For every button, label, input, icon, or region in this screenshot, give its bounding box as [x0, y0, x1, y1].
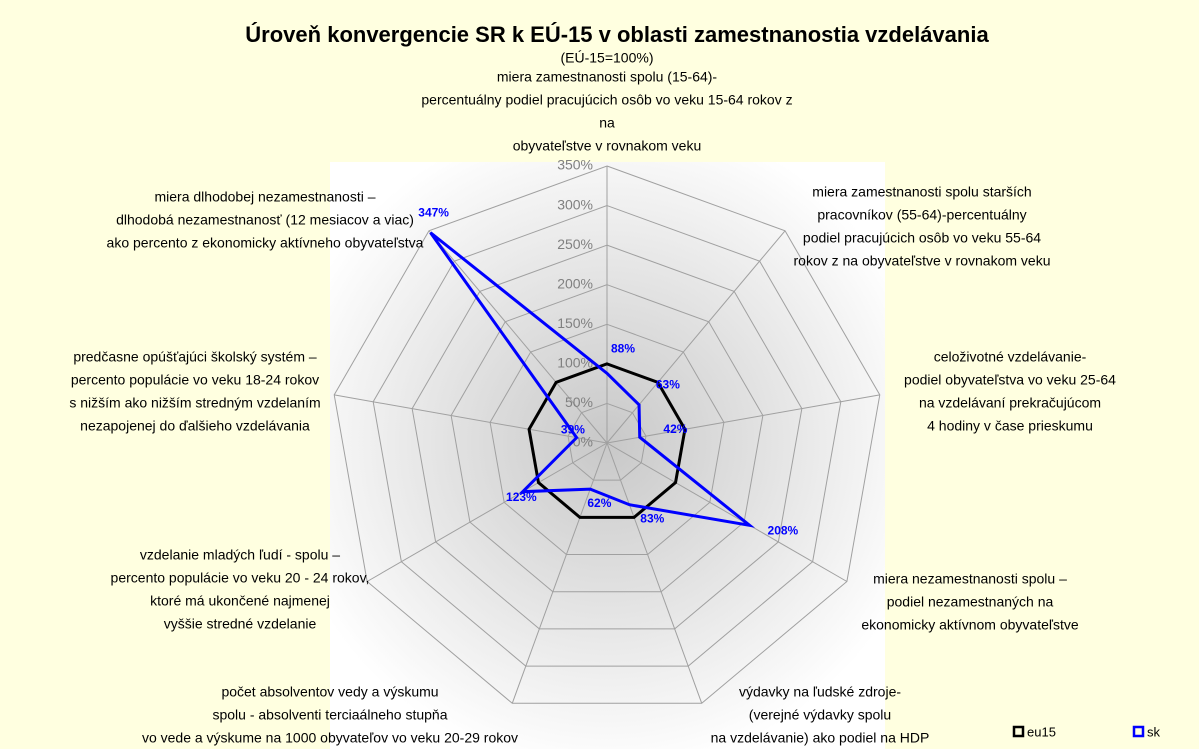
- value-label: 39%: [561, 422, 585, 436]
- category-label: pracovníkov (55-64)-percentuálny: [817, 207, 1026, 223]
- axis-spoke: [428, 230, 608, 444]
- axis-spoke: [366, 442, 608, 582]
- r-tick-label: 50%: [565, 394, 593, 410]
- value-label: 123%: [506, 490, 537, 504]
- category-label: vzdelanie mladých ľudí - spolu –: [140, 547, 340, 563]
- grid-ring: [450, 284, 764, 593]
- category-label: (verejné výdavky spolu: [749, 707, 891, 723]
- axis-spoke: [606, 442, 703, 704]
- category-label: na vzdelávaní prekračujúcom: [919, 395, 1101, 411]
- category-label: ktoré má ukončené najmenej: [150, 593, 330, 609]
- series-line: [527, 362, 687, 519]
- category-label: vo vede a výskume na 1000 obyvateľov vo …: [142, 730, 518, 746]
- category-label: percentuálny podiel pracujúcich osôb vo …: [421, 92, 792, 108]
- axis-spoke: [334, 394, 608, 444]
- chart-subtitle: (EÚ-15=100%): [561, 50, 654, 66]
- r-tick-label: 350%: [557, 157, 593, 173]
- category-label: vyššie stredné vzdelanie: [164, 616, 317, 632]
- category-label: na: [599, 115, 615, 131]
- category-label: celoživotné vzdelávanie-: [934, 349, 1087, 365]
- grid-ring: [489, 323, 725, 556]
- category-label: počet absolventov vedy a výskumu: [221, 684, 438, 700]
- r-tick-label: 300%: [557, 196, 593, 212]
- series-line: [429, 231, 756, 528]
- grid-ring: [333, 165, 881, 704]
- value-label: 208%: [768, 523, 799, 537]
- axis-spoke: [606, 394, 880, 444]
- category-label: na vzdelávanie) ako podiel na HDP: [711, 730, 930, 746]
- chart-title: Úroveň konvergencie SR k EÚ-15 v oblasti…: [245, 22, 989, 47]
- axis-spoke: [606, 230, 786, 444]
- category-label: dlhodobá nezamestnanosť (12 mesiacov a v…: [116, 212, 414, 228]
- category-label: spolu - absolventi terciaálneho stupňa: [212, 707, 447, 723]
- category-label: podiel nezamestnaných na: [887, 594, 1054, 610]
- category-label: predčasne opúšťajúci školský systém –: [73, 349, 317, 365]
- category-label: podiel pracujúcich osôb vo veku 55-64: [803, 230, 1041, 246]
- r-tick-label: 150%: [557, 315, 593, 331]
- value-label: 83%: [640, 512, 664, 526]
- r-tick-label: 200%: [557, 275, 593, 291]
- value-label: 62%: [587, 496, 611, 510]
- category-label: obyvateľstve v rovnakom veku: [513, 138, 702, 154]
- legend-label: eu15: [1027, 724, 1056, 739]
- r-tick-label: 100%: [557, 355, 593, 371]
- value-label: 347%: [418, 205, 449, 219]
- legend-swatch: [1132, 725, 1145, 738]
- value-label: 63%: [656, 378, 680, 392]
- category-label: miera zamestnanosti spolu (15-64)-: [497, 69, 718, 85]
- category-label: 4 hodiny v čase prieskumu: [927, 418, 1093, 434]
- category-label: podiel obyvateľstva vo veku 25-64: [904, 372, 1116, 388]
- category-label: ekonomicky aktívnom obyvateľstve: [861, 617, 1079, 633]
- category-label: percento populácie vo veku 20 - 24 rokov…: [111, 570, 370, 586]
- category-label: miera zamestnanosti spolu starších: [812, 184, 1031, 200]
- category-label: percento populácie vo veku 18-24 rokov: [71, 372, 319, 388]
- axis-spoke: [511, 442, 608, 704]
- category-label: ako percento z ekonomicky aktívneho obyv…: [107, 235, 424, 251]
- category-label: nezapojenej do ďalšieho vzdelávania: [80, 418, 310, 434]
- value-label: 42%: [663, 422, 687, 436]
- grid-ring: [411, 244, 803, 630]
- axis-spoke: [606, 442, 848, 582]
- category-label: miera nezamestnanosti spolu –: [873, 571, 1067, 587]
- category-label: rokov z na obyvateľstve v rovnakom veku: [794, 253, 1051, 269]
- grid-ring: [372, 205, 842, 667]
- category-label: miera dlhodobej nezamestnanosti –: [154, 189, 375, 205]
- r-tick-label: 250%: [557, 236, 593, 252]
- legend-label: sk: [1147, 724, 1161, 739]
- category-label: výdavky na ľudské zdroje-: [739, 684, 901, 700]
- category-label: s nižším ako nižším stredným vzdelaním: [69, 395, 320, 411]
- legend-swatch: [1012, 725, 1025, 738]
- value-label: 88%: [611, 342, 635, 356]
